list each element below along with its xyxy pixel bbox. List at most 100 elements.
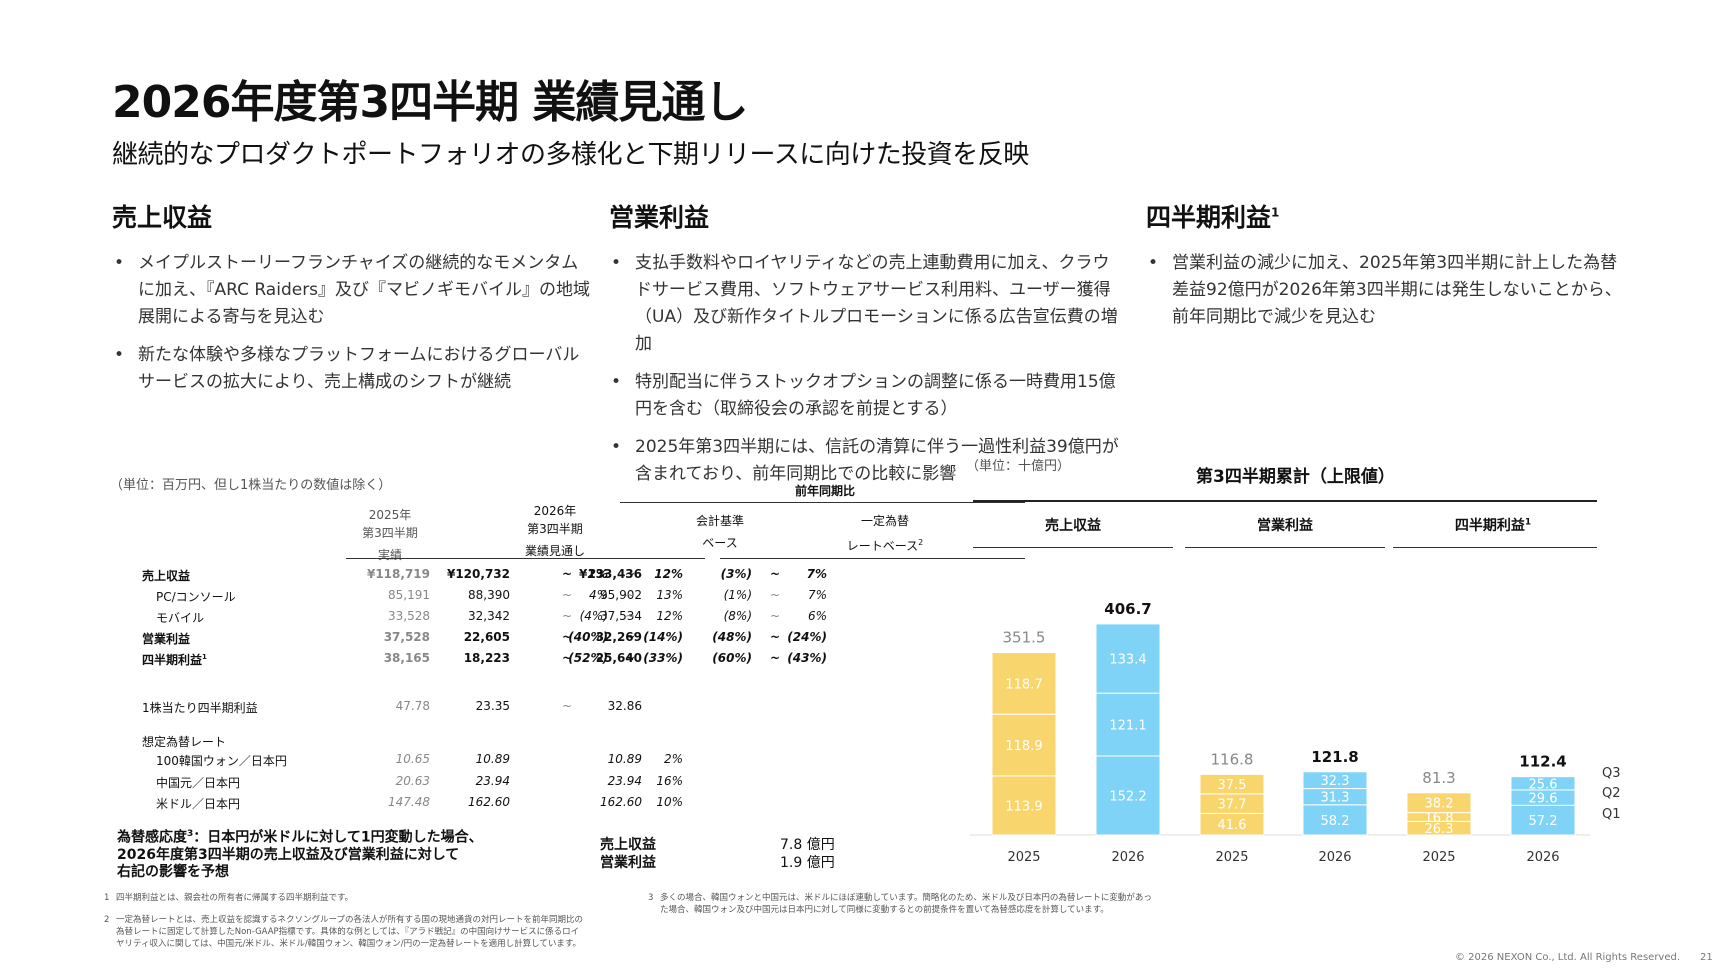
tilde: ~	[770, 567, 781, 581]
x-tick-label: 2026	[1526, 850, 1559, 865]
tilde: ~	[625, 588, 636, 602]
x-tick-label: 2026	[1111, 850, 1144, 865]
table-row-label: 売上収益	[142, 569, 191, 583]
tilde: ~	[562, 609, 573, 623]
bar-total-label: 351.5	[1003, 629, 1046, 647]
bar-segment-q3	[1510, 776, 1576, 791]
table-row-label: 営業利益	[142, 632, 191, 646]
bar-segment-q1	[991, 775, 1057, 836]
actual-2025-cell: ¥118,719	[366, 567, 430, 581]
bar-total-label: 81.3	[1422, 769, 1455, 787]
chart-title: 第3四半期累計（上限値）	[1196, 467, 1395, 487]
net-income-bullets: 営業利益の減少に加え、2025年第3四半期に計上した為替差益92億円が2026年…	[1146, 250, 1626, 342]
yoy-acct-high-cell: (14%)	[643, 630, 683, 644]
forecast-low-cell: ¥120,732	[446, 567, 510, 581]
guidance-table: 前年同期比 2025年 第3四半期 実績 2026年 第3四半期 業績見通し 会計基準ベ…	[100, 480, 1025, 830]
eps-label: 1株当たり四半期利益	[142, 701, 258, 715]
yoy-acct-low-cell: 4%	[588, 588, 608, 602]
bar-segment-label: 118.7	[1005, 677, 1042, 692]
bar-segment-q3	[1302, 771, 1368, 790]
copyright: © 2026 NEXON Co., Ltd. All Rights Reserv…	[1455, 952, 1681, 963]
yoy-acct-high-cell: 12%	[654, 567, 683, 581]
yoy-acct-low-cell: 2%	[587, 567, 608, 581]
table-row-label: PC/コンソール	[156, 590, 236, 604]
bar-segment-q1	[1510, 804, 1576, 836]
tilde: ~	[562, 651, 573, 665]
bar-total-label: 116.8	[1211, 750, 1254, 768]
fx-yoy: 16%	[656, 774, 683, 788]
col-acct-header: 会計基準 ベース	[695, 514, 744, 550]
x-tick-label: 2025	[1422, 850, 1455, 865]
bar-segment-label: 31.3	[1321, 791, 1350, 806]
stacked-bar-chart: 113.9 118.9 118.7 351.5 2025 152.2 121.1 133.4 4…	[970, 600, 1621, 865]
bar-segment-label: 118.9	[1005, 739, 1042, 754]
footnote-3: 3 多くの場合、韓国ウォンと中国元は、米ドルにほぼ連動しています。簡略化のため、米…	[648, 893, 1152, 915]
actual-2025-cell: 37,528	[383, 630, 430, 644]
x-tick-label: 2025	[1215, 850, 1248, 865]
fx-title: 想定為替レート	[142, 735, 227, 749]
operating-income-bullets: 支払手数料やロイヤリティなどの売上連動費用に加え、クラウドサービス費用、ソフトウ…	[609, 250, 1124, 499]
table-row-label: モバイル	[156, 611, 205, 625]
bullet-item: 2025年第3四半期には、信託の清算に伴う一過性利益39億円が含まれており、前年…	[609, 434, 1124, 488]
bar-segment-q1	[1302, 804, 1368, 836]
fx-low: 10.89	[475, 752, 510, 766]
yoy-acct-high-cell: 12%	[656, 609, 683, 623]
bullet-item: 新たな体験や多様なプラットフォームにおけるグローバルサービスの拡大により、売上構…	[112, 342, 592, 396]
eps-high: 32.86	[607, 699, 642, 713]
yoy-acct-low-cell: (40%)	[568, 630, 608, 644]
bar-segment-label: 133.4	[1109, 653, 1146, 668]
tilde: ~	[770, 651, 781, 665]
fx-actual: 10.65	[395, 752, 430, 766]
yoy-cc-low-cell: (48%)	[712, 630, 752, 644]
tilde: ~	[562, 588, 573, 602]
yoy-cc-high-cell: 7%	[807, 588, 827, 602]
fx-high: 10.89	[607, 752, 642, 766]
fx-yoy: 2%	[663, 752, 683, 766]
revenue-bullets: メイプルストーリーフランチャイズの継続的なモメンタムに加え、『ARC Raide…	[112, 250, 592, 407]
bar-segment-label: 121.1	[1109, 719, 1146, 734]
forecast-low-cell: 22,605	[463, 630, 510, 644]
page-title: 2026年度第3四半期 業績見通し	[112, 77, 748, 128]
group-rule	[973, 547, 1173, 548]
bar-segment-label: 25.6	[1529, 777, 1558, 792]
chart-group-head-ni: 四半期利益1	[1454, 517, 1532, 534]
forecast-low-cell: 18,223	[463, 651, 510, 665]
legend-q1: Q1	[1602, 807, 1621, 822]
bar-segment-q3	[1199, 773, 1265, 795]
revenue-heading: 売上収益	[112, 203, 213, 232]
actual-2025-cell: 33,528	[388, 609, 430, 623]
tilde: ~	[562, 699, 573, 713]
tilde: ~	[770, 630, 781, 644]
yoy-cc-low-cell: (1%)	[723, 588, 752, 602]
legend-q3: Q3	[1602, 766, 1621, 781]
yoy-cc-high-cell: 6%	[807, 609, 827, 623]
actual-2025-cell: 38,165	[383, 651, 430, 665]
fx-high: 162.60	[600, 795, 642, 809]
group-rule	[1185, 547, 1385, 548]
legend-q2: Q2	[1602, 786, 1621, 801]
bar-segment-label: 29.6	[1529, 792, 1558, 807]
bar-segment-label: 152.2	[1109, 790, 1146, 805]
chart-title-rule	[973, 500, 1597, 502]
bullet-item: メイプルストーリーフランチャイズの継続的なモメンタムに加え、『ARC Raide…	[112, 250, 592, 331]
page-number: 21	[1700, 952, 1713, 963]
fx-low: 23.94	[475, 774, 510, 788]
tilde: ~	[770, 609, 781, 623]
col-2026-header: 2026年 第3四半期 業績見通し	[524, 504, 585, 558]
bar-segment-label: 37.5	[1218, 778, 1247, 793]
fx-sensitivity-text: 為替感応度3：日本円が米ドルに対して1円変動した場合、 2026年度第3四半期の…	[117, 829, 483, 880]
yoy-cc-low-cell: (8%)	[723, 609, 752, 623]
forecast-high-cell: 37,534	[600, 609, 642, 623]
bar-segment-q3	[991, 652, 1057, 715]
bar-segment-label: 58.2	[1321, 814, 1350, 829]
tilde: ~	[625, 651, 636, 665]
yoy-acct-high-cell: 13%	[656, 588, 683, 602]
yoy-cc-low-cell: (3%)	[720, 567, 752, 581]
bar-total-label: 406.7	[1104, 600, 1151, 618]
footnote-2: 2 一定為替レートとは、売上収益を認識するネクソングループの各法人が所有する国の現…	[104, 915, 583, 949]
bar-total-label: 112.4	[1519, 753, 1566, 771]
tilde: ~	[625, 609, 636, 623]
bar-segment-q3	[1095, 623, 1161, 694]
bullet-item: 支払手数料やロイヤリティなどの売上連動費用に加え、クラウドサービス費用、ソフトウ…	[609, 250, 1124, 358]
yoy-cc-high-cell: (24%)	[787, 630, 827, 644]
